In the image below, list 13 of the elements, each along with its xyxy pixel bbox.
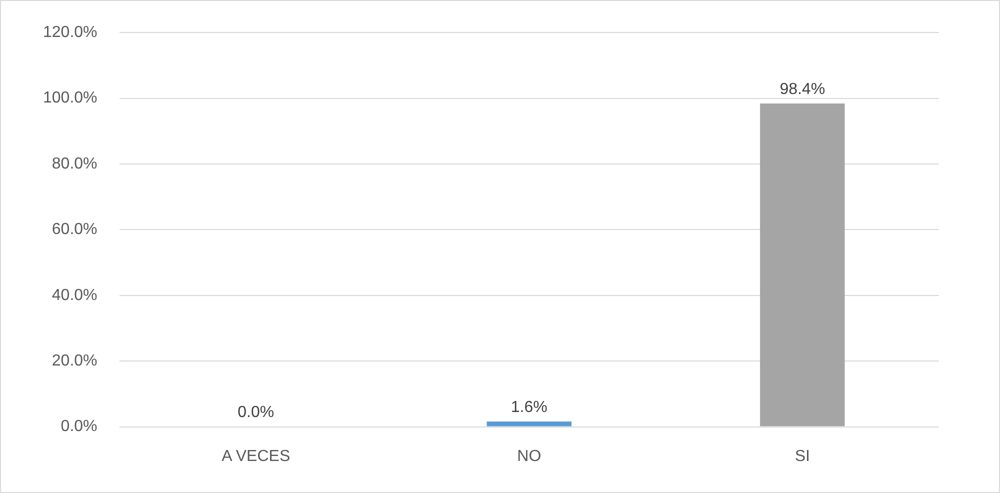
- y-tick-label: 60.0%: [52, 221, 98, 238]
- y-tick-label: 80.0%: [52, 155, 98, 172]
- y-tick-label: 0.0%: [60, 418, 98, 436]
- y-tick-label: 20.0%: [52, 352, 98, 370]
- data-label: 1.6%: [510, 398, 548, 416]
- x-tick-label: SI: [794, 448, 810, 465]
- data-label: 98.4%: [780, 80, 826, 98]
- x-tick-label: A VECES: [222, 448, 290, 465]
- y-tick-label: 100.0%: [43, 90, 98, 107]
- x-tick-label: NO: [517, 448, 542, 465]
- y-tick-label: 120.0%: [43, 24, 98, 42]
- y-tick-label: 40.0%: [52, 286, 98, 304]
- data-label: 0.0%: [238, 404, 274, 422]
